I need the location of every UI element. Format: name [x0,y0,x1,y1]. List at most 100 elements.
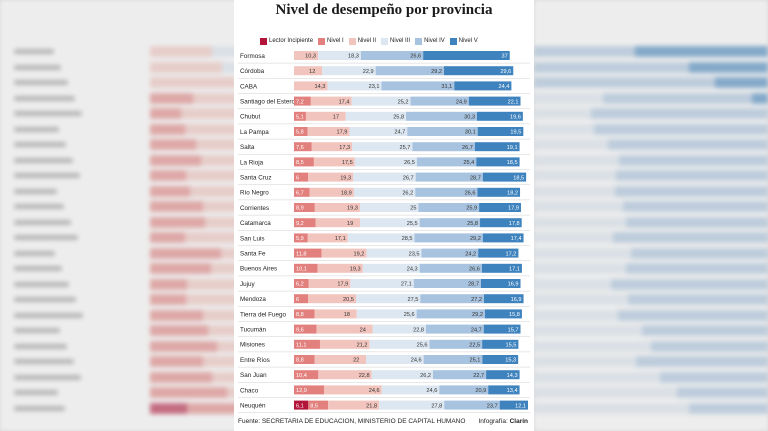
bar-segment [407,127,478,136]
data-label: 24,7 [471,327,482,333]
blurred-segment [150,294,186,305]
bar-segment [315,218,360,228]
blurred-segment [186,294,240,305]
blurred-segment [534,356,637,367]
blurred-background-left [0,0,240,431]
blurred-row [534,61,768,73]
bar-row: Chubut 5,1 17 25,8 30,3 19,6 [238,111,530,125]
bar-segment [294,385,325,395]
data-label: 24,2 [465,251,476,257]
bar-segment [354,157,417,167]
blurred-row [0,108,240,119]
chart-panel: Nivel de desempeño por provincia Lector … [234,0,534,431]
blurred-label [14,390,58,395]
data-label: 12,1 [515,403,526,409]
category-label: San Juan [240,372,267,379]
blurred-segment [534,123,595,135]
blurred-label [14,219,71,225]
data-label: 19,6 [510,115,521,121]
blurred-row [0,263,240,274]
category-label: Neuquén [240,403,266,410]
blurred-label [14,157,73,163]
blurred-label [14,173,80,178]
data-label: 23,1 [369,84,380,90]
data-label: 18,2 [507,191,518,197]
data-label: 18,3 [348,54,359,60]
bar-segment [309,187,354,197]
data-label: 26,6 [469,267,480,273]
bar-segment [406,111,477,121]
bar-segment [318,51,361,60]
bar-segment [294,294,309,304]
blurred-row [0,77,240,88]
bar-segment [308,172,354,182]
blurred-segment [211,46,240,57]
category-label: San Luis [240,235,265,242]
bar-segment [308,279,351,288]
bar-segment [381,81,455,91]
blurred-segment [636,356,768,367]
data-label: 8,9 [296,206,304,212]
bar-segment [353,187,416,197]
blurred-segment [150,123,185,135]
data-label: 19,3 [340,175,351,181]
bar-row: Misiones 11,1 21,2 25,6 22,5 15,5 [238,339,530,353]
bar-segment [375,66,444,76]
blurred-label [14,359,74,364]
blurred-row [0,201,240,212]
blurred-row [534,309,768,321]
blurred-row [534,232,768,243]
legend-swatch [449,37,457,45]
bar-segment [483,324,521,334]
blurred-segment [660,371,768,383]
data-label: 16,9 [511,297,522,303]
bar-row: Santiago del Estero 7,2 17,4 25,2 24,9 22,1 [238,96,530,109]
blurred-segment [534,371,661,383]
blurred-label [14,188,57,194]
blurred-row [534,402,768,414]
data-label: 17,9 [508,206,519,212]
bar-segment [421,248,479,258]
blurred-row [534,170,768,181]
bar-row: Buenos Aires 10,1 19,3 24,3 26,6 17,1 [238,263,530,277]
category-label: Buenos Aires [240,266,277,273]
legend-label: Nivel II [357,38,377,44]
blurred-row [534,185,768,197]
blurred-row [534,46,768,57]
bar-segment [423,355,483,364]
bar-segment [294,309,315,319]
bar-segment [482,233,524,243]
data-label: 6 [296,297,299,303]
bar-segment [314,309,357,319]
blurred-segment [150,185,191,197]
bar-segment [372,324,426,334]
blurred-row [0,294,240,305]
blurred-segment [591,108,768,119]
bar-segment [484,294,524,304]
bar-segment [419,263,482,273]
blurred-segment [186,402,238,414]
category-label: CABA [240,83,258,90]
legend-item: Nivel I [318,36,344,46]
bar-segment [294,127,308,136]
blurred-row [0,170,240,181]
blurred-segment [619,154,768,166]
blurred-segment [187,278,240,290]
data-label: 10,1 [296,267,307,273]
category-label: Salta [240,144,255,151]
blurred-segment [534,46,636,57]
blurred-segment [150,216,206,228]
data-label: 19,3 [350,267,361,273]
bar-segment [324,385,382,395]
blurred-label [14,281,69,287]
data-label: 21,8 [366,403,377,409]
bar-segment [351,96,411,106]
data-label: 25,9 [466,206,477,212]
bar-row: Tierra del Fuego 8,8 18 25,6 29,2 15,8 [238,309,530,322]
blurred-label [14,126,59,132]
bar-segment [381,385,440,395]
bar-segment [413,279,481,288]
category-label: Santa Cruz [240,175,272,182]
data-label: 25,5 [407,221,418,227]
data-label: 5,1 [296,115,304,121]
